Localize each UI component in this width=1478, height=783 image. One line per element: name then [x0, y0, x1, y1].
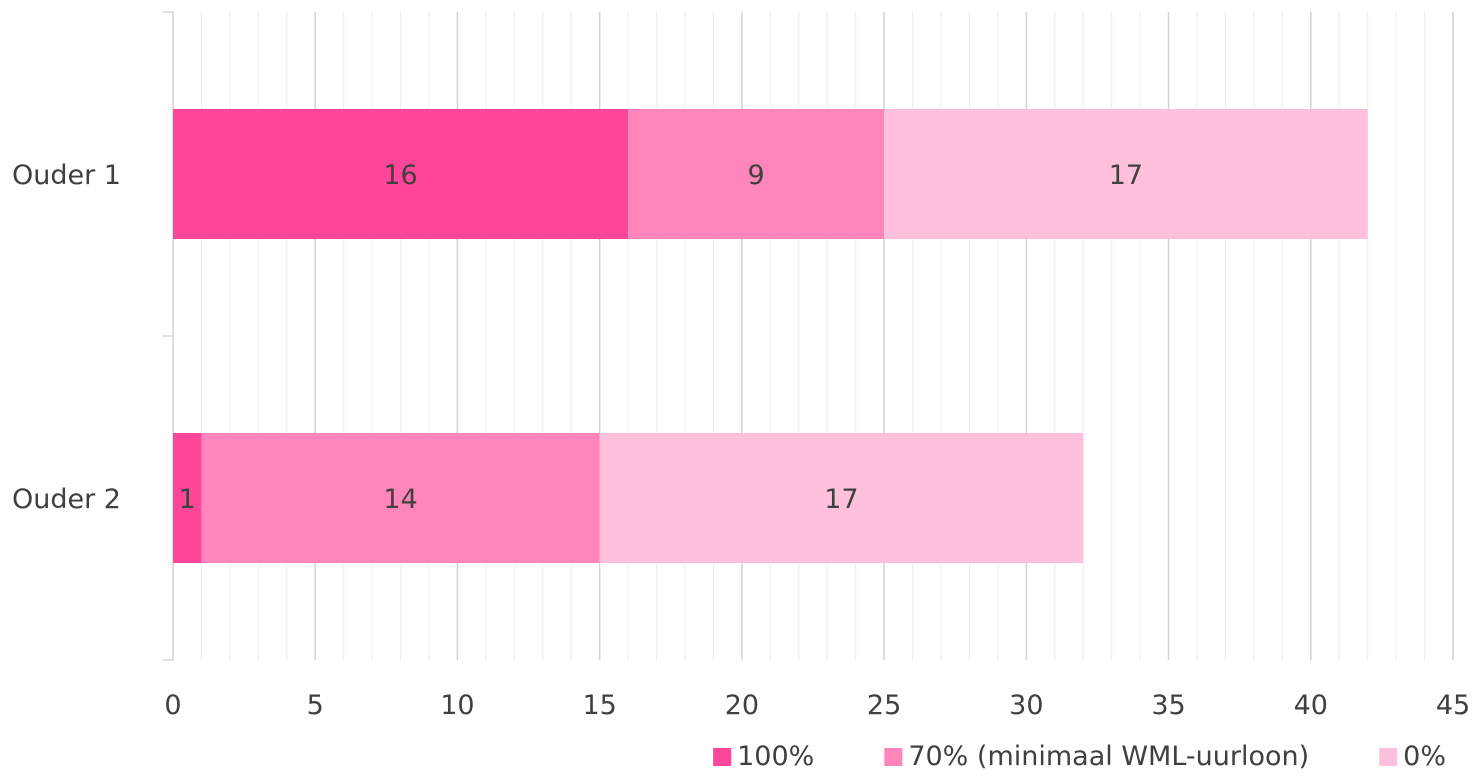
x-tick-label: 25	[867, 690, 901, 721]
bar-segment	[173, 433, 202, 563]
data-label: 16	[383, 160, 417, 191]
legend-label: 100%	[737, 741, 814, 772]
data-label: 17	[824, 484, 858, 515]
x-tick-label: 0	[164, 690, 181, 721]
legend-swatch	[1379, 748, 1398, 766]
x-tick-labels: 0 5 10 15 20 25 30 35 40 45	[164, 690, 1470, 721]
x-tick-label: 45	[1436, 690, 1470, 721]
bars	[173, 109, 1368, 563]
legend-item: 0%	[1379, 741, 1446, 772]
x-tick-label: 20	[725, 690, 759, 721]
data-labels: 16 9 17 1 14 17	[179, 160, 1143, 515]
data-label: 14	[383, 484, 417, 515]
legend-label: 70% (minimaal WML-uurloon)	[908, 741, 1309, 772]
data-label: 9	[748, 160, 765, 191]
bar-segment	[599, 433, 1084, 563]
bar-segment	[884, 109, 1368, 239]
data-label: 1	[179, 484, 196, 515]
legend-swatch	[713, 748, 732, 766]
category-axis	[163, 11, 174, 661]
bar-segment	[201, 433, 600, 563]
legend-swatch	[884, 748, 903, 766]
data-label: 17	[1109, 160, 1143, 191]
x-tick-label: 35	[1151, 690, 1185, 721]
x-tick-label: 15	[582, 690, 616, 721]
legend-label: 0%	[1403, 741, 1446, 772]
x-tick-label: 40	[1294, 690, 1328, 721]
x-tick-label: 30	[1009, 690, 1043, 721]
category-labels: Ouder 1 Ouder 2	[12, 160, 121, 515]
legend-item: 70% (minimaal WML-uurloon)	[884, 741, 1309, 772]
bar-segment	[173, 109, 629, 239]
x-tick-label: 5	[307, 690, 324, 721]
category-label: Ouder 1	[12, 160, 121, 191]
category-label: Ouder 2	[12, 484, 121, 515]
bar-segment	[628, 109, 885, 239]
legend: 100% 70% (minimaal WML-uurloon) 0%	[713, 741, 1446, 772]
legend-item: 100%	[713, 741, 814, 772]
x-tick-label: 10	[440, 690, 474, 721]
